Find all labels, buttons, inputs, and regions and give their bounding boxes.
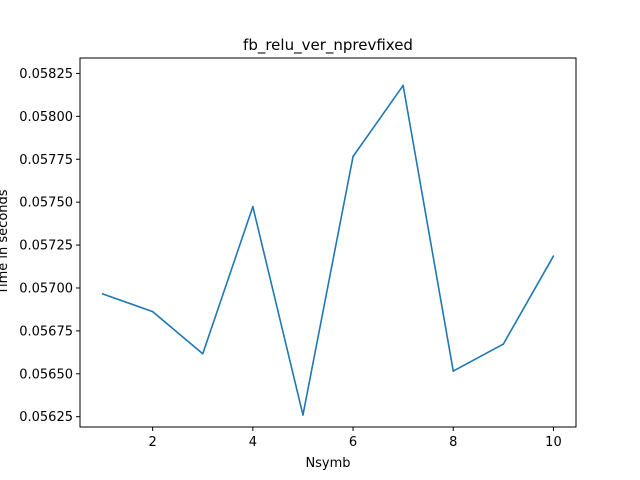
y-tick-label: 0.05700 bbox=[19, 281, 73, 296]
data-point bbox=[352, 155, 354, 158]
data-point bbox=[502, 343, 505, 345]
data-point bbox=[101, 293, 104, 295]
data-point bbox=[402, 84, 404, 87]
y-axis-title: Time in seconds bbox=[0, 189, 11, 295]
data-point bbox=[201, 352, 204, 355]
series-group bbox=[101, 84, 555, 416]
y-tick-label: 0.05825 bbox=[19, 67, 73, 82]
y-tick-label: 0.05775 bbox=[19, 153, 73, 168]
series-line bbox=[102, 84, 555, 416]
y-tick-label: 0.05650 bbox=[19, 367, 73, 382]
x-axis: 2 4 6 8 10 bbox=[149, 427, 562, 450]
x-tick-label: 4 bbox=[249, 435, 257, 450]
x-axis-title: Nsymb bbox=[305, 456, 350, 471]
y-tick-label: 0.05800 bbox=[19, 110, 73, 125]
x-tick-label: 10 bbox=[545, 435, 562, 450]
y-tick-label: 0.05625 bbox=[19, 410, 73, 425]
y-tick-label: 0.05750 bbox=[19, 196, 73, 211]
x-tick-label: 2 bbox=[149, 435, 157, 450]
data-point bbox=[151, 310, 154, 313]
x-tick-label: 8 bbox=[449, 435, 457, 450]
y-tick-label: 0.05675 bbox=[19, 324, 73, 339]
data-point bbox=[552, 255, 555, 257]
data-point bbox=[452, 370, 455, 372]
y-tick-label: 0.05725 bbox=[19, 239, 73, 254]
x-tick-label: 6 bbox=[349, 435, 357, 450]
plot-area-frame bbox=[79, 57, 577, 428]
chart-title: fb_relu_ver_nprevfixed bbox=[243, 36, 413, 55]
data-point bbox=[252, 205, 254, 208]
data-point bbox=[302, 414, 304, 416]
y-axis: 0.05625 0.05650 0.05675 0.05700 0.05725 0.057… bbox=[19, 67, 80, 425]
